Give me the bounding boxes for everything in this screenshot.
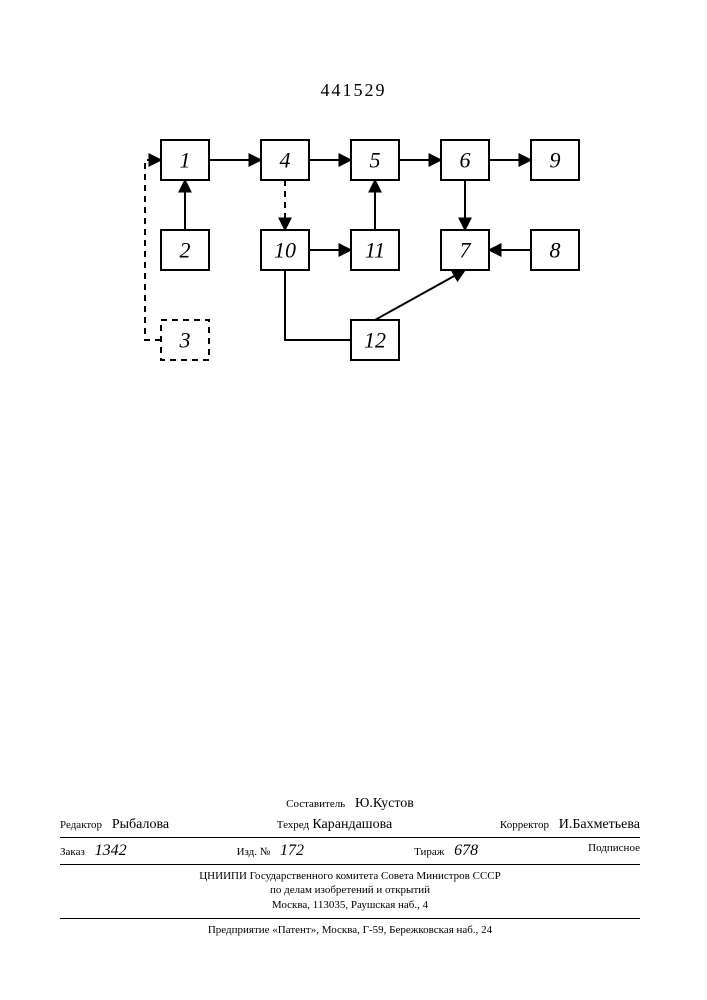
block-diagram: 1 4 5 6 9 2 10 11 7 8 3 12 [0,0,707,500]
issue-cell: Изд. № 172 [237,842,304,860]
corrector-cell: Корректор И.Бахметьева [500,816,640,833]
polyline-1 [285,270,351,340]
techred-name: Карандашова [312,817,392,832]
org-line-3: Москва, 113035, Раушская наб., 4 [60,898,640,912]
editor-label: Редактор [60,819,102,831]
techred-label: Техред [277,819,309,831]
node-label-11: 11 [365,238,385,263]
node-label-10: 10 [274,238,296,263]
printrun-cell: Тираж 678 [414,842,478,860]
compiler-name: Ю.Кустов [355,796,414,811]
issue-label: Изд. № [237,846,271,858]
order-cell: Заказ 1342 [60,842,127,860]
footer-block: Составитель Ю.Кустов Редактор Рыбалова Т… [60,795,640,937]
compiler-line: Составитель Ю.Кустов [60,795,640,814]
order-label: Заказ [60,846,85,858]
org-line-2: по делам изобретений и открытий [60,883,640,897]
compiler-label: Составитель [286,798,345,810]
page: 441529 145692101178312 Составитель Ю.Кус… [0,0,707,1000]
node-label-9: 9 [550,148,561,173]
edge-n12-n7 [375,270,465,320]
node-label-7: 7 [460,238,472,263]
printrun-label: Тираж [414,846,444,858]
node-label-12: 12 [364,328,386,353]
printrun-value: 678 [454,842,478,859]
issue-value: 172 [280,842,304,859]
node-label-4: 4 [280,148,291,173]
node-label-8: 8 [550,238,561,263]
corrector-name: И.Бахметьева [559,817,640,832]
org-line-1: ЦНИИПИ Государственного комитета Совета … [60,869,640,883]
credits-line: Редактор Рыбалова Техред Карандашова Кор… [60,814,640,837]
node-label-1: 1 [180,148,191,173]
node-label-5: 5 [370,148,381,173]
press-line: Предприятие «Патент», Москва, Г-59, Бере… [60,919,640,937]
techred-cell: Техред Карандашова [277,816,392,833]
node-label-3: 3 [179,328,191,353]
subscription-label: Подписное [588,842,640,860]
corrector-label: Корректор [500,819,549,831]
node-label-2: 2 [180,238,191,263]
editor-name: Рыбалова [112,817,169,832]
order-value: 1342 [95,842,127,859]
editor-cell: Редактор Рыбалова [60,816,169,833]
node-label-6: 6 [460,148,471,173]
org-block: ЦНИИПИ Государственного комитета Совета … [60,865,640,912]
polyline-0 [145,160,161,340]
order-line: Заказ 1342 Изд. № 172 Тираж 678 Подписно… [60,838,640,864]
